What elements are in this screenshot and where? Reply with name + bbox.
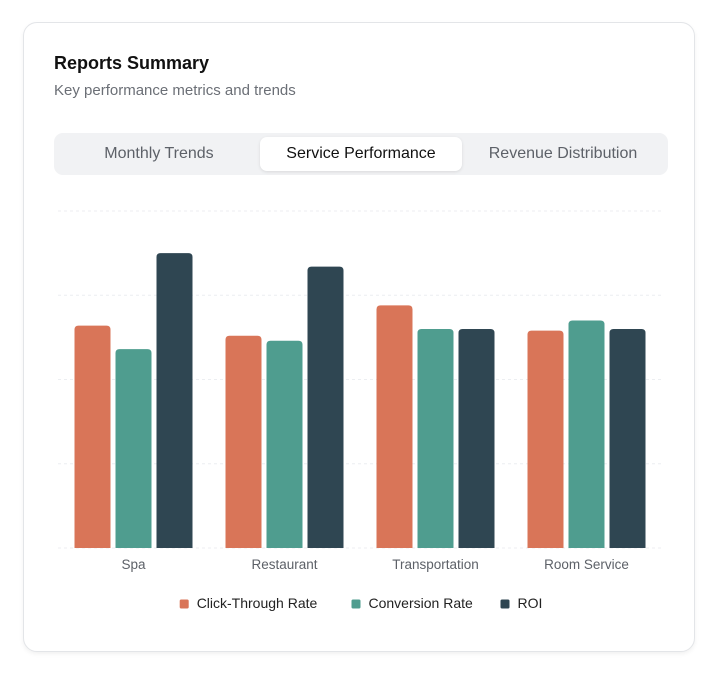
- bar-click-through-rate-restaurant[interactable]: [225, 335, 262, 548]
- legend-swatch: [179, 599, 189, 609]
- legend-swatch: [351, 599, 361, 609]
- legend-label: Conversion Rate: [369, 595, 473, 611]
- bar-roi-spa[interactable]: [156, 253, 193, 548]
- tab-service-performance[interactable]: Service Performance: [260, 137, 462, 171]
- bar-click-through-rate-spa[interactable]: [74, 325, 111, 548]
- x-tick-label: Spa: [121, 557, 146, 572]
- bar-click-through-rate-room-service[interactable]: [527, 330, 564, 548]
- card-subtitle: Key performance metrics and trends: [54, 82, 296, 99]
- bar-click-through-rate-transportation[interactable]: [376, 305, 413, 548]
- x-tick-label: Transportation: [392, 557, 479, 572]
- bar-conversion-rate-spa[interactable]: [115, 349, 152, 548]
- x-tick-label: Restaurant: [251, 557, 317, 572]
- legend-label: ROI: [518, 595, 543, 611]
- legend-swatch: [500, 599, 510, 609]
- service-performance-chart: Spa Restaurant Transportation Room Service C…: [58, 210, 662, 611]
- tab-monthly-trends[interactable]: Monthly Trends: [104, 145, 214, 162]
- report-tabs: Monthly Trends Service Performance Reven…: [54, 133, 668, 175]
- reports-summary-card: Reports Summary Key performance metrics …: [23, 22, 695, 652]
- x-tick-label: Room Service: [544, 557, 629, 572]
- bar-conversion-rate-restaurant[interactable]: [266, 340, 303, 548]
- bar-conversion-rate-transportation[interactable]: [417, 328, 454, 548]
- tab-revenue-distribution[interactable]: Revenue Distribution: [488, 145, 638, 162]
- bar-roi-room-service[interactable]: [609, 328, 646, 548]
- bar-roi-restaurant[interactable]: [307, 266, 344, 548]
- legend-label: Click-Through Rate: [197, 595, 318, 611]
- card-title: Reports Summary: [54, 53, 210, 73]
- bar-roi-transportation[interactable]: [458, 328, 495, 548]
- bar-conversion-rate-room-service[interactable]: [568, 320, 605, 548]
